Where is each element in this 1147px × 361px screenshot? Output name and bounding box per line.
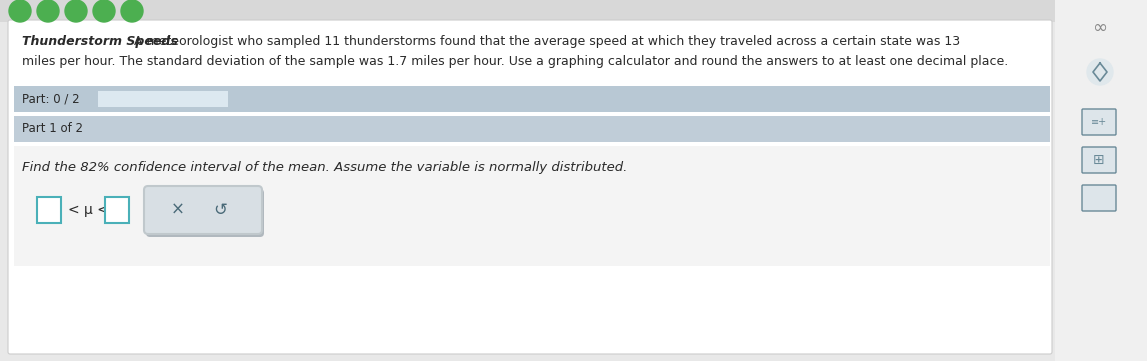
Text: ×: × [171, 201, 185, 219]
Text: Find the 82% confidence interval of the mean. Assume the variable is normally di: Find the 82% confidence interval of the … [22, 161, 627, 174]
FancyBboxPatch shape [106, 197, 128, 223]
Circle shape [93, 0, 115, 22]
Circle shape [9, 0, 31, 22]
Circle shape [1087, 59, 1113, 85]
FancyBboxPatch shape [37, 197, 61, 223]
Text: < μ <: < μ < [68, 203, 109, 217]
FancyBboxPatch shape [1055, 0, 1147, 361]
Circle shape [120, 0, 143, 22]
FancyBboxPatch shape [146, 189, 264, 237]
Text: Thunderstorm Speeds: Thunderstorm Speeds [22, 35, 178, 48]
Text: ↺: ↺ [213, 201, 227, 219]
FancyBboxPatch shape [1082, 185, 1116, 211]
FancyBboxPatch shape [8, 20, 1052, 354]
Text: ∞: ∞ [1092, 19, 1108, 37]
Text: ≡+: ≡+ [1091, 117, 1107, 127]
FancyBboxPatch shape [145, 186, 262, 234]
FancyBboxPatch shape [1082, 109, 1116, 135]
FancyBboxPatch shape [14, 116, 1050, 142]
Text: miles per hour. The standard deviation of the sample was 1.7 miles per hour. Use: miles per hour. The standard deviation o… [22, 56, 1008, 69]
FancyBboxPatch shape [1082, 147, 1116, 173]
Text: Part 1 of 2: Part 1 of 2 [22, 122, 83, 135]
Text: Part: 0 / 2: Part: 0 / 2 [22, 92, 79, 105]
FancyBboxPatch shape [97, 91, 228, 107]
Text: A meteorologist who sampled 11 thunderstorms found that the average speed at whi: A meteorologist who sampled 11 thunderst… [130, 35, 960, 48]
Text: ⊞: ⊞ [1093, 153, 1105, 167]
FancyBboxPatch shape [14, 86, 1050, 112]
FancyBboxPatch shape [0, 0, 1147, 22]
Circle shape [37, 0, 58, 22]
Circle shape [65, 0, 87, 22]
FancyBboxPatch shape [14, 146, 1050, 266]
